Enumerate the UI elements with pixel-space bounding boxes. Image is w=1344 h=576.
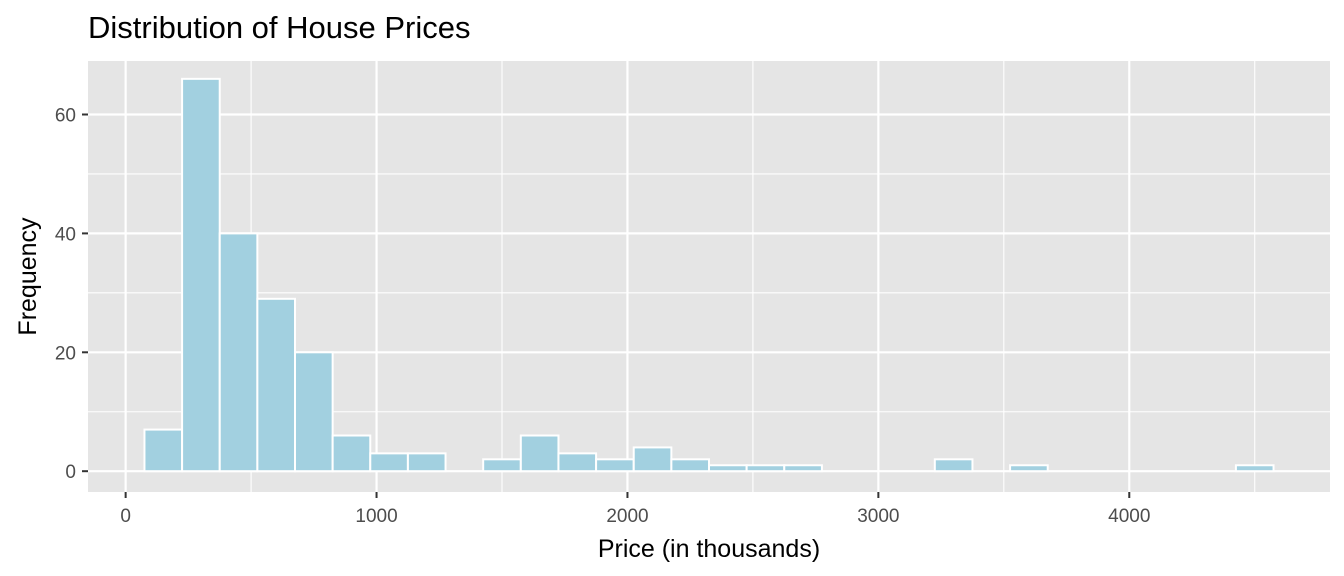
y-tick-label: 60 (55, 106, 76, 127)
minor-gridlines (88, 61, 1330, 492)
histogram-bar (670, 458, 711, 473)
x-tick-label: 1000 (355, 506, 397, 527)
histogram-bar (1234, 464, 1275, 473)
histogram-bar (181, 77, 221, 473)
histogram-bar (482, 458, 522, 473)
histogram-bar (519, 434, 560, 473)
x-tick-label: 3000 (857, 506, 899, 527)
y-tick-label: 40 (55, 224, 76, 245)
y-axis: 0 20 40 60 (55, 106, 88, 483)
histogram-bar (745, 464, 786, 473)
histogram-bar (933, 458, 974, 473)
histogram-bar (406, 452, 447, 473)
histogram-bar (218, 232, 259, 473)
x-axis: 0 1000 2000 3000 4000 (120, 492, 1150, 527)
histogram-bar (1009, 464, 1049, 473)
histogram-bar (632, 446, 673, 473)
y-axis-title: Frequency (14, 217, 42, 336)
y-tick-label: 20 (55, 343, 76, 364)
histogram-bar (595, 458, 635, 473)
chart-title: Distribution of House Prices (88, 10, 471, 45)
histogram-bar (783, 464, 823, 473)
y-tick-label: 0 (65, 462, 76, 483)
histogram-bar (294, 351, 334, 473)
histogram-bar (708, 464, 748, 473)
histogram-bar (143, 428, 184, 473)
histogram-bars (143, 77, 1275, 473)
x-tick-label: 2000 (606, 506, 648, 527)
histogram-bar (369, 452, 409, 473)
x-tick-label: 4000 (1108, 506, 1150, 527)
x-axis-title: Price (in thousands) (598, 535, 820, 563)
histogram-bar (331, 434, 372, 473)
histogram-bar (557, 452, 598, 473)
histogram-bar (256, 297, 297, 473)
x-tick-label: 0 (120, 506, 131, 527)
